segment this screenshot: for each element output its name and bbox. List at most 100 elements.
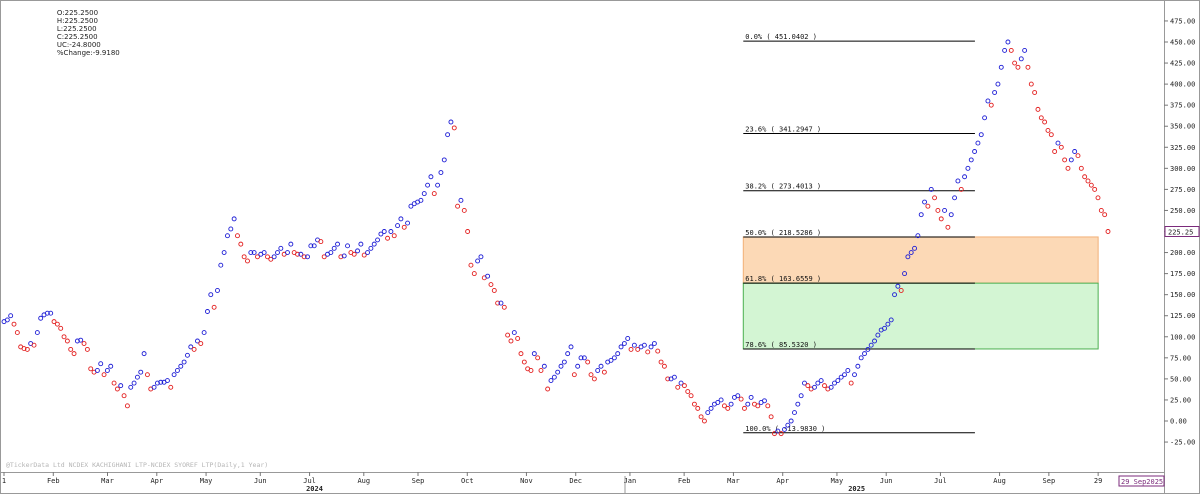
price-point	[775, 428, 781, 434]
price-point	[755, 403, 761, 409]
price-point	[471, 271, 477, 277]
y-tick-label: 0.00	[1170, 418, 1187, 426]
price-point	[425, 182, 431, 188]
price-point	[902, 271, 907, 277]
price-point	[892, 292, 897, 298]
price-point	[168, 384, 174, 390]
price-point	[1105, 229, 1111, 234]
price-point	[1048, 132, 1054, 138]
price-point	[1052, 149, 1058, 154]
pct-change-value: %Change:-9.9180	[56, 49, 120, 57]
price-point	[371, 241, 377, 247]
price-point	[568, 344, 574, 350]
price-point	[1032, 90, 1038, 95]
fib-level-label: 0.0% ( 451.0402 )	[745, 33, 817, 41]
price-point	[521, 359, 527, 365]
price-point	[245, 258, 250, 264]
price-point	[695, 405, 701, 411]
price-point	[1102, 212, 1108, 218]
price-point	[805, 383, 811, 389]
x-tick-label: Jun	[254, 477, 267, 485]
price-point	[158, 379, 164, 385]
price-point	[982, 115, 988, 121]
price-point	[268, 256, 274, 262]
price-point	[305, 254, 310, 260]
price-point	[311, 243, 317, 249]
price-point	[184, 352, 190, 358]
price-point	[1058, 144, 1064, 150]
price-point	[882, 325, 887, 331]
price-point	[368, 245, 374, 251]
x-tick-label: Sep	[1043, 477, 1056, 485]
high-value: H:225.2500	[56, 17, 98, 25]
price-point	[211, 304, 217, 310]
price-point	[48, 310, 54, 316]
price-point	[965, 165, 971, 171]
y-tick-label: 300.00	[1170, 165, 1195, 173]
x-tick-label: Jul	[934, 477, 947, 485]
price-point	[505, 332, 511, 338]
x-tick-label: Oct	[461, 477, 474, 485]
x-tick-label: Dec	[569, 477, 582, 485]
price-point	[108, 363, 114, 369]
y-tick-label: 150.00	[1170, 291, 1195, 299]
price-point	[218, 262, 224, 268]
price-point	[221, 250, 227, 256]
price-point	[365, 250, 371, 256]
price-point	[81, 341, 87, 346]
open-value: O:225.2500	[56, 9, 99, 17]
price-point	[595, 368, 601, 373]
price-point	[535, 355, 541, 361]
price-point	[812, 384, 817, 390]
price-point	[408, 203, 414, 209]
price-point	[862, 351, 867, 357]
price-point	[838, 374, 844, 380]
price-point	[765, 403, 771, 409]
x-tick-label: Mar	[101, 477, 114, 485]
price-point	[64, 338, 70, 344]
price-point	[772, 431, 777, 437]
price-point	[288, 241, 294, 247]
price-point	[34, 330, 40, 336]
price-point	[842, 372, 847, 378]
price-point	[164, 378, 170, 384]
fib-level-label: 78.6% ( 85.5320 )	[745, 341, 817, 349]
price-point	[665, 376, 671, 382]
x-tick-label: Aug	[993, 477, 1006, 485]
price-point	[11, 321, 17, 327]
price-point	[648, 344, 654, 350]
x-tick-label: Apr	[150, 477, 163, 485]
price-point	[298, 251, 304, 257]
price-point	[391, 233, 397, 239]
price-point	[134, 374, 140, 380]
price-point	[114, 386, 120, 392]
price-point	[628, 346, 634, 352]
price-point	[691, 401, 697, 407]
price-point	[345, 243, 350, 249]
x-tick-label: Feb	[678, 477, 691, 485]
price-point	[94, 368, 100, 373]
price-point	[68, 346, 74, 352]
price-point	[261, 250, 267, 256]
price-point	[768, 414, 774, 420]
y-tick-label: 250.00	[1170, 207, 1195, 215]
price-point	[235, 233, 240, 239]
price-point	[575, 363, 581, 369]
price-point	[958, 186, 964, 192]
price-point	[688, 393, 694, 399]
price-point	[835, 378, 841, 384]
y-tick-label: 125.00	[1170, 312, 1195, 320]
price-point	[975, 140, 981, 146]
price-point	[461, 207, 467, 213]
price-point	[565, 351, 571, 357]
price-point	[698, 414, 704, 420]
ohlc-readout: O:225.2500 H:225.2500 L:225.2500 C:225.2…	[48, 1, 126, 65]
price-point	[588, 372, 594, 378]
low-value: L:225.2500	[56, 25, 97, 33]
y-tick-label: 200.00	[1170, 249, 1195, 257]
price-point	[635, 346, 641, 352]
y-tick-label: 425.00	[1170, 60, 1195, 68]
price-point	[141, 351, 147, 357]
price-point	[675, 384, 681, 390]
